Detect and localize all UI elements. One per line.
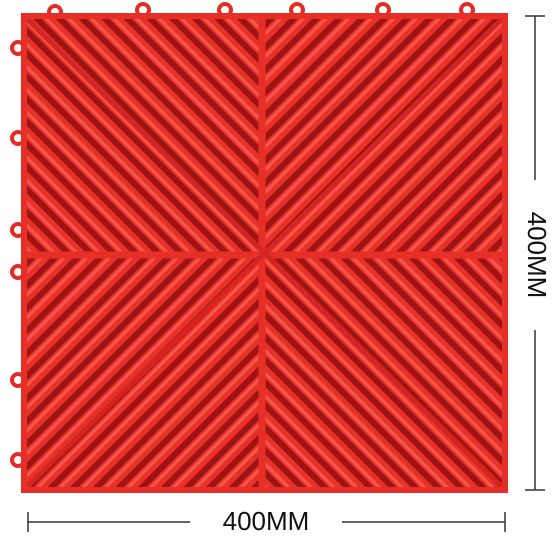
width-label: 400MM (223, 506, 310, 536)
tile-ribs (21, 13, 508, 493)
height-label: 400MM (522, 212, 552, 299)
height-dimension-line (525, 15, 545, 491)
width-dimension-line (27, 512, 506, 532)
floor-tile (10, 2, 508, 493)
